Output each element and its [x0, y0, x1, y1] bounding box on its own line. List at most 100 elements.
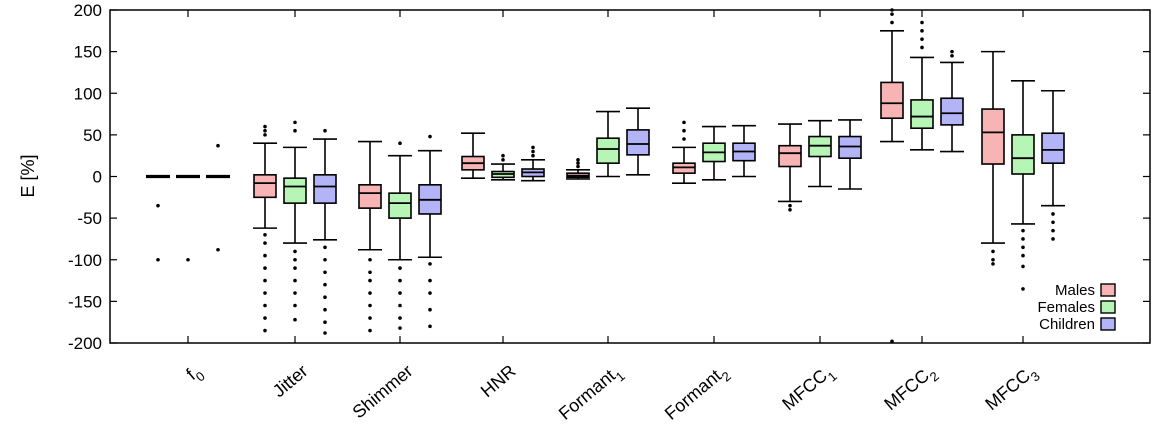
- outlier-point: [920, 20, 924, 25]
- box-iqr: [940, 97, 964, 126]
- outlier-point: [293, 120, 297, 125]
- box-females-2: [388, 141, 412, 330]
- outlier-point: [576, 164, 580, 169]
- box-males-7: [880, 8, 904, 344]
- box-iqr: [313, 174, 337, 204]
- box-iqr: [596, 137, 620, 164]
- outlier-point: [890, 339, 894, 344]
- box-males-0: [146, 174, 170, 262]
- outlier-point: [323, 270, 327, 275]
- outlier-point: [398, 141, 402, 145]
- outlier-point: [263, 253, 267, 258]
- legend-label: Males: [1055, 282, 1095, 299]
- outlier-point: [263, 133, 267, 137]
- legend-label: Children: [1039, 316, 1095, 333]
- outlier-point: [398, 316, 402, 320]
- y-axis: 200 150 100 50 0 -50 -100 -150 -200: [68, 1, 1150, 353]
- outlier-point: [1051, 212, 1055, 216]
- y-axis-label: E [%]: [18, 154, 38, 197]
- x-tick-label: Jitter: [269, 361, 312, 401]
- outlier-point: [788, 203, 792, 208]
- box-iqr: [1041, 132, 1065, 164]
- legend-swatch: [1100, 300, 1116, 314]
- outlier-point: [428, 278, 432, 283]
- outlier-point: [263, 303, 267, 308]
- outlier-point: [428, 134, 432, 139]
- legend-swatch: [1100, 283, 1116, 297]
- outlier-point: [323, 257, 327, 262]
- y-tick-label: 200: [74, 1, 102, 20]
- x-tick-label: HNR: [477, 361, 520, 401]
- box-males-5: [672, 120, 696, 184]
- outlier-point: [950, 49, 954, 54]
- box-females-3: [491, 153, 515, 181]
- box-children-1: [313, 128, 337, 335]
- outlier-point: [531, 145, 535, 150]
- outlier-point: [263, 266, 267, 270]
- outlier-point: [293, 257, 297, 262]
- box-iqr: [910, 99, 934, 130]
- outlier-point: [323, 245, 327, 250]
- outlier-point: [398, 326, 402, 330]
- outlier-point: [323, 128, 327, 133]
- y-tick-label: -100: [68, 251, 102, 270]
- outlier-point: [1021, 237, 1025, 241]
- outlier-point: [1021, 245, 1025, 250]
- outlier-point: [323, 282, 327, 287]
- outlier-point: [576, 158, 580, 162]
- outlier-point: [368, 328, 372, 333]
- box-females-5: [702, 125, 726, 181]
- outlier-point: [293, 291, 297, 295]
- x-tick-label: f0: [182, 361, 207, 388]
- outlier-point: [991, 257, 995, 262]
- box-males-6: [778, 123, 802, 212]
- outlier-point: [368, 257, 372, 262]
- outlier-point: [1051, 220, 1055, 225]
- outlier-point: [1021, 253, 1025, 258]
- outlier-point: [428, 307, 432, 312]
- outlier-point: [293, 249, 297, 254]
- outlier-point: [263, 128, 267, 133]
- outlier-point: [398, 291, 402, 295]
- outlier-point: [890, 20, 894, 25]
- box-iqr: [388, 192, 412, 219]
- outlier-point: [368, 303, 372, 308]
- box-females-0: [176, 174, 200, 262]
- outlier-point: [1051, 228, 1055, 233]
- box-males-3: [461, 132, 485, 179]
- outlier-point: [890, 12, 894, 16]
- box-iqr: [981, 108, 1005, 165]
- outlier-point: [293, 266, 297, 270]
- outlier-point: [156, 257, 160, 262]
- outlier-point: [263, 232, 267, 237]
- box-females-4: [596, 110, 620, 178]
- outlier-point: [428, 324, 432, 329]
- box-iqr: [253, 174, 277, 199]
- outlier-point: [682, 137, 686, 141]
- outlier-point: [263, 316, 267, 320]
- outlier-point: [920, 45, 924, 50]
- box-females-8: [1011, 79, 1035, 291]
- x-tick-label: MFCC1: [778, 361, 839, 418]
- box-males-8: [981, 50, 1005, 266]
- outlier-point: [216, 143, 220, 148]
- outlier-point: [950, 53, 954, 58]
- legend-label: Females: [1037, 299, 1095, 316]
- box-females-1: [283, 120, 307, 322]
- y-tick-label: -200: [68, 334, 102, 353]
- outlier-point: [323, 307, 327, 312]
- outlier-point: [368, 270, 372, 275]
- outlier-point: [263, 124, 267, 129]
- y-tick-label: 50: [83, 126, 102, 145]
- box-iqr: [1011, 134, 1035, 175]
- y-tick-label: 0: [93, 168, 102, 187]
- box-children-4: [626, 107, 650, 176]
- y-tick-label: 150: [74, 43, 102, 62]
- box-males-4: [566, 158, 590, 180]
- box-children-5: [732, 124, 756, 178]
- box-children-2: [418, 134, 442, 329]
- outlier-point: [501, 158, 505, 162]
- outlier-point: [368, 316, 372, 320]
- outlier-point: [186, 257, 190, 262]
